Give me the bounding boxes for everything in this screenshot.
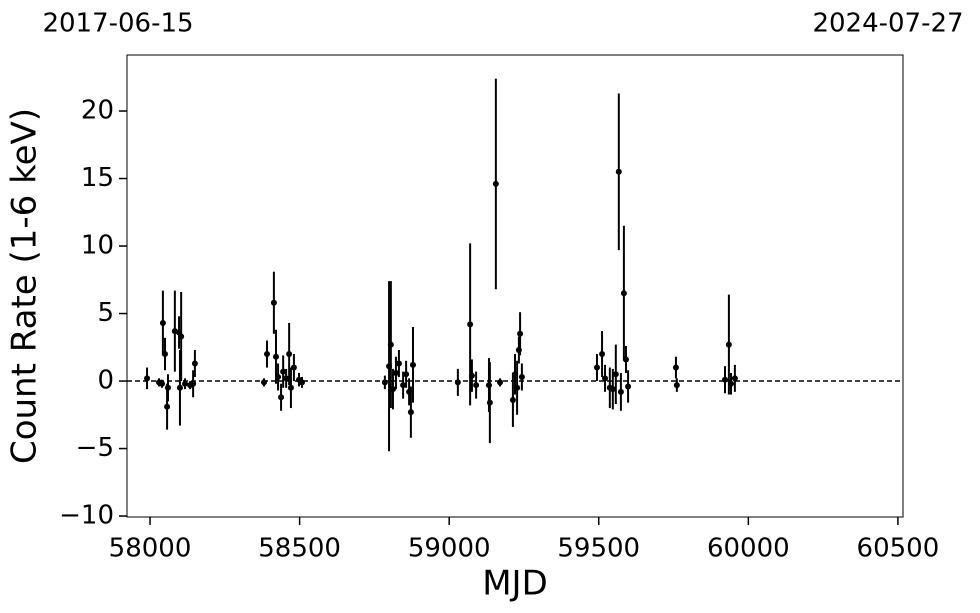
data-point	[164, 384, 171, 391]
data-point	[191, 360, 198, 367]
data-point	[454, 379, 461, 386]
data-point	[497, 379, 504, 386]
data-point	[492, 180, 499, 187]
data-point	[599, 351, 606, 358]
x-tick-label: 60500	[857, 534, 940, 564]
data-point	[673, 382, 680, 389]
data-point	[261, 379, 268, 386]
data-point	[264, 351, 271, 358]
x-tick-label: 59000	[408, 534, 491, 564]
x-tick-label: 60000	[707, 534, 790, 564]
data-point	[473, 382, 480, 389]
data-point	[190, 380, 197, 387]
data-point	[286, 351, 293, 358]
data-point	[722, 376, 729, 383]
data-point	[381, 379, 388, 386]
data-point	[615, 168, 622, 175]
data-point	[514, 384, 521, 391]
data-point	[400, 382, 407, 389]
y-tick-label: 0	[97, 366, 114, 396]
data-point	[518, 373, 525, 380]
data-point	[272, 353, 279, 360]
data-point	[672, 364, 679, 371]
data-point	[725, 341, 732, 348]
data-point	[164, 403, 171, 410]
data-point	[622, 356, 629, 363]
x-tick-label: 59500	[557, 534, 640, 564]
data-point	[486, 399, 493, 406]
data-point	[593, 364, 600, 371]
data-point	[727, 380, 734, 387]
data-point	[468, 372, 475, 379]
y-tick-label: 15	[81, 163, 114, 193]
data-point	[283, 375, 290, 382]
x-tick-label: 58500	[258, 534, 341, 564]
x-axis-label: MJD	[482, 564, 548, 604]
data-point	[275, 373, 282, 380]
data-point	[389, 386, 396, 393]
data-point	[620, 290, 627, 297]
end-date-label: 2024-07-27	[812, 9, 963, 39]
data-point	[182, 380, 189, 387]
data-point	[403, 371, 410, 378]
data-point	[509, 396, 516, 403]
data-point	[625, 383, 632, 390]
data-point	[387, 341, 394, 348]
data-point	[287, 384, 294, 391]
data-point	[392, 369, 399, 376]
data-point	[270, 299, 277, 306]
plot-frame	[126, 54, 904, 518]
data-point	[161, 351, 168, 358]
data-point	[517, 330, 524, 337]
y-axis-label: Count Rate (1-6 keV)	[5, 108, 45, 464]
x-tick-label: 58000	[109, 534, 192, 564]
data-point	[278, 394, 285, 401]
y-tick-label: 5	[97, 298, 114, 328]
y-tick-label: −5	[76, 433, 114, 463]
data-point	[602, 375, 609, 382]
data-point	[159, 380, 166, 387]
data-point	[290, 364, 297, 371]
y-tick-label: 10	[81, 231, 114, 261]
data-point	[178, 333, 185, 340]
data-point	[395, 360, 402, 367]
data-point	[299, 379, 306, 386]
data-point	[617, 388, 624, 395]
data-point	[612, 371, 619, 378]
data-point	[467, 321, 474, 328]
data-point	[409, 361, 416, 368]
data-point	[609, 386, 616, 393]
data-point	[280, 368, 287, 375]
data-point	[731, 375, 738, 382]
data-point	[176, 384, 183, 391]
start-date-label: 2017-06-15	[42, 9, 193, 39]
data-point	[144, 375, 151, 382]
data-point	[159, 319, 166, 326]
y-tick-label: 20	[81, 96, 114, 126]
y-tick-label: −10	[59, 501, 114, 531]
data-point	[407, 409, 414, 416]
